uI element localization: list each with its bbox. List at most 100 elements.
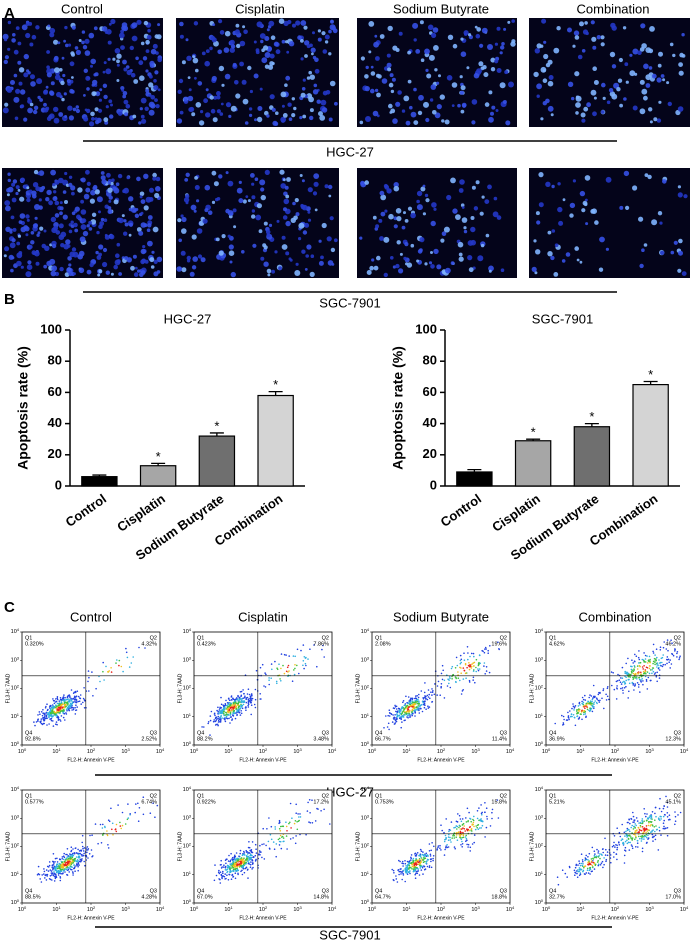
event-dot: [219, 721, 222, 723]
nucleus: [270, 35, 276, 40]
event-dot: [472, 652, 475, 655]
event-dot: [69, 853, 71, 855]
nucleus: [26, 69, 30, 73]
event-dot: [671, 652, 673, 655]
nucleus: [678, 70, 684, 76]
nucleus: [7, 20, 12, 25]
nucleus: [132, 254, 137, 259]
event-dot: [94, 823, 97, 825]
event-dot: [393, 718, 395, 720]
nucleus: [390, 89, 395, 94]
nucleus: [504, 70, 509, 75]
event-dot: [239, 714, 242, 716]
event-dot: [442, 669, 445, 672]
nucleus: [467, 255, 473, 261]
nucleus: [7, 186, 14, 193]
event-dot: [220, 873, 223, 876]
event-dot: [589, 702, 591, 704]
nucleus: [678, 62, 683, 67]
event-dot: [222, 713, 225, 715]
event-dot: [629, 676, 632, 678]
event-dot: [418, 706, 421, 708]
event-dot: [460, 661, 463, 664]
nucleus: [154, 98, 158, 102]
event-dot: [46, 873, 49, 876]
event-dot: [87, 680, 89, 683]
event-dot: [57, 707, 60, 709]
event-dot: [638, 676, 640, 679]
nucleus: [282, 215, 288, 220]
event-dot: [631, 682, 634, 684]
nucleus: [140, 270, 146, 275]
event-dot: [386, 726, 389, 728]
event-dot: [242, 862, 245, 865]
event-dot: [126, 656, 129, 659]
event-dot: [462, 689, 465, 691]
event-dot: [268, 677, 270, 679]
event-dot: [103, 679, 105, 681]
event-dot: [106, 830, 108, 832]
nucleus: [535, 249, 541, 255]
event-dot: [620, 687, 622, 690]
event-dot: [418, 702, 421, 705]
tick-base: 10: [183, 872, 189, 878]
event-dot: [445, 845, 447, 847]
event-dot: [224, 873, 226, 875]
event-dot: [415, 866, 418, 869]
event-dot: [311, 799, 313, 801]
nucleus: [69, 251, 75, 258]
event-dot: [660, 665, 662, 667]
quadrant-name: Q2: [150, 793, 157, 799]
event-dot: [608, 698, 610, 701]
event-dot: [661, 661, 663, 664]
event-dot: [630, 826, 632, 829]
nucleus: [95, 120, 100, 125]
nucleus: [275, 111, 279, 115]
event-dot: [411, 865, 414, 868]
nucleus: [26, 218, 30, 222]
event-dot: [48, 864, 51, 867]
event-dot: [50, 714, 53, 717]
event-dot: [241, 707, 244, 710]
cell-line-label: HGC-27: [326, 144, 374, 159]
event-dot: [240, 701, 243, 704]
event-dot: [72, 708, 75, 711]
event-dot: [486, 815, 488, 818]
tick-exponent: 2: [17, 684, 20, 689]
nucleus: [407, 79, 412, 84]
event-dot: [240, 865, 242, 867]
event-dot: [663, 819, 665, 822]
nucleus: [143, 20, 149, 26]
nucleus: [490, 67, 496, 72]
nucleus: [59, 206, 64, 211]
event-dot: [419, 854, 422, 857]
event-dot: [613, 835, 616, 837]
event-dot: [456, 828, 458, 830]
nucleus: [157, 23, 161, 27]
event-dot: [62, 858, 65, 861]
event-dot: [624, 681, 626, 683]
event-dot: [487, 652, 490, 654]
nucleus: [648, 48, 654, 54]
nucleus: [11, 197, 17, 203]
nucleus: [2, 33, 9, 40]
tick-exponent: 2: [265, 747, 268, 752]
nucleus: [80, 199, 84, 204]
nucleus: [97, 108, 103, 113]
nucleus: [136, 176, 141, 182]
tick-exponent: 0: [367, 898, 370, 903]
nucleus: [593, 80, 599, 85]
event-dot: [655, 659, 657, 662]
event-dot: [647, 838, 649, 840]
event-dot: [641, 826, 644, 828]
event-dot: [227, 707, 230, 709]
event-dot: [666, 834, 669, 837]
x-tick-label: 103: [471, 747, 480, 755]
event-dot: [246, 858, 249, 860]
event-dot: [322, 644, 324, 647]
event-dot: [415, 859, 418, 861]
nucleus: [619, 103, 623, 108]
event-dot: [100, 842, 103, 844]
nucleus: [234, 29, 240, 35]
nucleus: [651, 73, 657, 79]
